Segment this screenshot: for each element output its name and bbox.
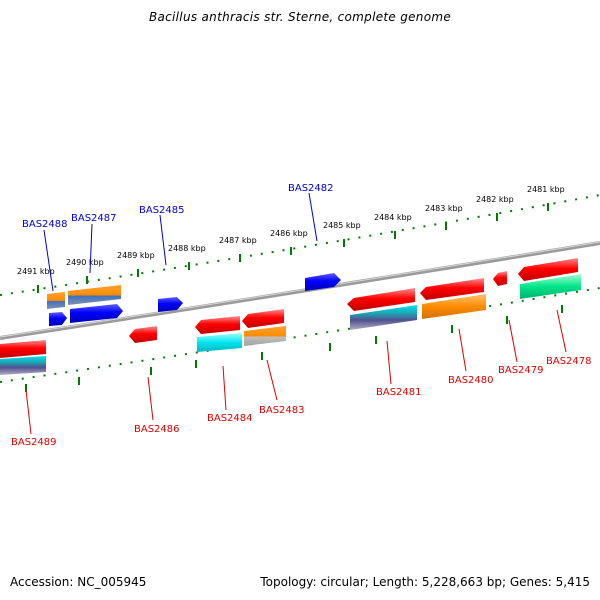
kbp-labels: 2491 kbp 2490 kbp 2489 kbp 2488 kbp 2487 kbp… [17,185,565,276]
feature-orange-bas2483[interactable] [244,326,286,346]
feature-orange-blue-small[interactable] [47,292,65,309]
feature-cyan-bas2484[interactable] [197,333,242,352]
feature-blue-small[interactable] [49,312,67,326]
feature-red-bas2480[interactable] [420,278,484,300]
kbp-tick-label: 2484 kbp [374,213,412,222]
forward-features [47,273,341,326]
gene-label-bas2488[interactable]: BAS2488 [22,219,68,230]
gene-label-bas2478[interactable]: BAS2478 [546,356,592,367]
kbp-tick-label: 2490 kbp [66,258,104,267]
feature-blue-bas2485[interactable] [158,297,183,312]
kbp-tick-label: 2486 kbp [270,229,308,238]
feature-red-bas2481[interactable] [347,288,415,311]
gene-label-bas2486[interactable]: BAS2486 [134,424,180,435]
kbp-tick-label: 2483 kbp [425,204,463,213]
feature-red-bas2484[interactable] [195,316,240,334]
genome-backbone [0,241,600,340]
feature-teal-bas2478[interactable] [520,274,581,299]
kbp-tick-label: 2488 kbp [168,244,206,253]
kbp-tick-label: 2489 kbp [117,251,155,260]
accession-label: Accession: NC_005945 [10,575,147,589]
gene-label-bas2479[interactable]: BAS2479 [498,365,544,376]
kbp-tick-label: 2491 kbp [17,267,55,276]
kbp-tick-label: 2481 kbp [527,185,565,194]
feature-red-bas2483[interactable] [242,309,284,328]
feature-blue-bas2487[interactable] [70,304,123,323]
feature-orange-bas2480[interactable] [422,294,486,319]
feature-red-bas2486[interactable] [129,326,157,343]
feature-red-bas2489[interactable] [0,340,46,358]
kbp-tick-label: 2485 kbp [323,221,361,230]
forward-gene-labels: BAS2488 BAS2487 BAS2485 BAS2482 [22,183,334,292]
major-ticks [25,203,563,392]
gene-label-bas2484[interactable]: BAS2484 [207,413,253,424]
feature-cyan-bas2481[interactable] [350,305,417,330]
feature-cyan-bas2489[interactable] [0,356,46,375]
genome-summary: Topology: circular; Length: 5,228,663 bp… [260,575,590,589]
outer-tick-ring [0,194,600,296]
gene-label-bas2489[interactable]: BAS2489 [11,437,57,448]
gene-label-bas2485[interactable]: BAS2485 [139,205,185,216]
feature-blue-bas2482[interactable] [305,273,341,291]
kbp-tick-label: 2487 kbp [219,236,257,245]
kbp-tick-label: 2482 kbp [476,195,514,204]
gene-label-bas2487[interactable]: BAS2487 [71,213,117,224]
feature-orange-blue[interactable] [68,285,121,305]
gene-label-bas2483[interactable]: BAS2483 [259,405,305,416]
feature-red-bas2478[interactable] [518,258,578,281]
gene-label-bas2482[interactable]: BAS2482 [288,183,334,194]
gene-label-bas2481[interactable]: BAS2481 [376,387,422,398]
feature-red-bas2479[interactable] [493,271,507,286]
reverse-features [0,258,581,375]
gene-label-bas2480[interactable]: BAS2480 [448,375,494,386]
reverse-gene-labels: BAS2489 BAS2486 BAS2484 BAS2483 BAS2481 … [11,309,592,448]
genome-title: Bacillus anthracis str. Sterne, complete… [148,10,452,24]
